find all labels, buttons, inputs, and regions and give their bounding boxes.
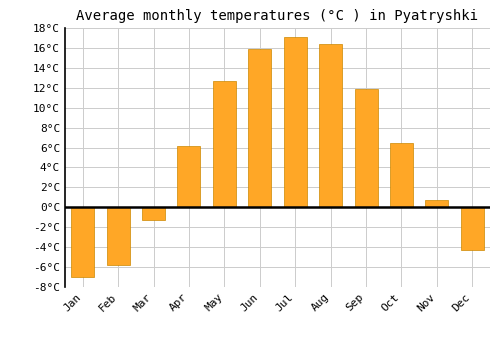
- Bar: [178, 146, 201, 207]
- Bar: [354, 89, 378, 207]
- Bar: [284, 37, 306, 207]
- Bar: [426, 200, 448, 207]
- Bar: [213, 81, 236, 207]
- Bar: [248, 49, 272, 207]
- Bar: [319, 44, 342, 207]
- Title: Average monthly temperatures (°C ) in Pyatryshki: Average monthly temperatures (°C ) in Py…: [76, 9, 478, 23]
- Bar: [461, 207, 484, 250]
- Bar: [142, 207, 165, 220]
- Bar: [71, 207, 94, 277]
- Bar: [106, 207, 130, 265]
- Bar: [390, 142, 413, 207]
